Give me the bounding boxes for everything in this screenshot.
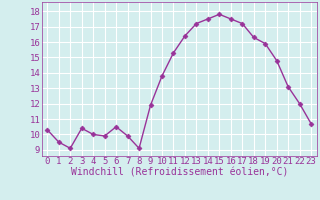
X-axis label: Windchill (Refroidissement éolien,°C): Windchill (Refroidissement éolien,°C) xyxy=(70,168,288,178)
